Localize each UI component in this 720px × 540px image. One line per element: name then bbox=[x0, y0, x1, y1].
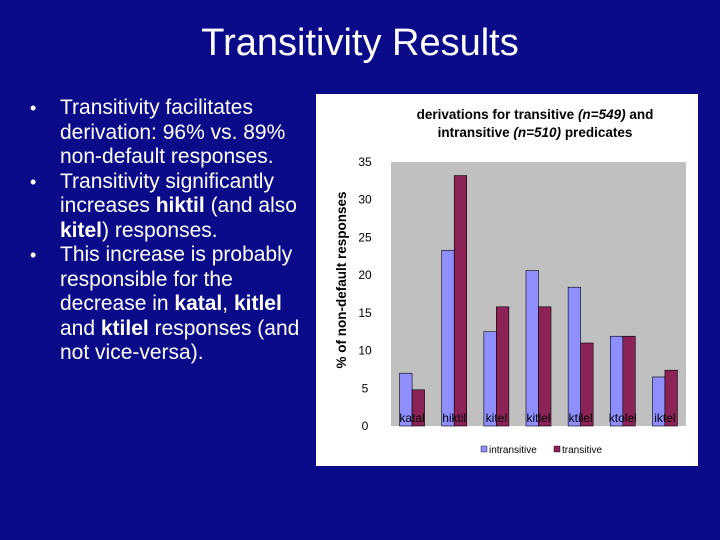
x-tick-label: ktilel bbox=[569, 411, 593, 425]
bullet-text: responses (and not vice-versa). bbox=[60, 316, 300, 365]
bullet-bold-term: katal bbox=[174, 292, 223, 315]
bar-transitive-ktolel bbox=[622, 335, 636, 427]
x-tick-label: katal bbox=[399, 411, 424, 425]
bar-intransitive-ktilel bbox=[567, 286, 581, 427]
y-tick-label: 10 bbox=[358, 344, 372, 358]
bullet-text: Transitivity facilitates derivation: 96%… bbox=[60, 96, 286, 168]
bar-transitive-kitlel bbox=[538, 306, 552, 427]
bullet-list: • Transitivity facilitates derivation: 96… bbox=[28, 96, 313, 366]
y-tick-label: 30 bbox=[358, 193, 372, 207]
legend-swatch-transitive bbox=[553, 445, 561, 453]
bar-intransitive-kitlel bbox=[525, 270, 539, 427]
x-tick-label: ktolel bbox=[609, 411, 637, 425]
y-tick-label: 15 bbox=[358, 306, 372, 320]
bullet-dot-icon: • bbox=[30, 171, 37, 192]
bullet-bold-term: kitel bbox=[60, 218, 103, 242]
bar-intransitive-hiktil bbox=[441, 249, 455, 427]
chart-panel: derivations for transitive (n=549) and i… bbox=[316, 94, 698, 466]
bullet-bold-term: kitlel bbox=[233, 292, 282, 315]
legend-label-transitive: transitive bbox=[562, 445, 602, 456]
bullet-text: Transitivity significantly increases bbox=[60, 169, 274, 218]
chart-title-part: (n=510) bbox=[513, 125, 562, 140]
bullet-bold-term: ktilel bbox=[100, 316, 149, 340]
chart-title-part: predicates bbox=[561, 125, 633, 140]
bar-transitive-iktel bbox=[664, 369, 678, 427]
chart-title-part: derivations for transitive bbox=[416, 107, 578, 122]
y-tick-label: 25 bbox=[358, 230, 372, 244]
y-tick-label: 0 bbox=[362, 419, 369, 433]
bullet-text: (and also bbox=[204, 194, 297, 217]
bar-transitive-hiktil bbox=[453, 175, 468, 427]
y-tick-label: 35 bbox=[358, 155, 372, 169]
bullet-bold-term: hiktil bbox=[155, 194, 205, 217]
bullet-text: and bbox=[60, 316, 101, 340]
bar-transitive-ktilel bbox=[580, 342, 594, 427]
bullet-text: This increase is probably responsible fo… bbox=[60, 243, 293, 315]
bullet-item: • Transitivity significantly increases hi… bbox=[28, 170, 313, 244]
slide-title: Transitivity Results bbox=[201, 22, 519, 64]
bar-chart: 0 5 10 15 20 25 30 35 katal hiktil kitel kitlel ktil… bbox=[334, 155, 686, 456]
bullet-text: ) responses. bbox=[102, 218, 218, 242]
legend-label-intransitive: intransitive bbox=[489, 445, 537, 456]
bullet-dot-icon: • bbox=[30, 245, 37, 265]
bullet-text: , bbox=[222, 292, 234, 315]
y-axis-label: % of non-default responses bbox=[334, 191, 349, 368]
bullet-item: • This increase is probably responsible f… bbox=[28, 243, 313, 366]
bar-transitive-kitel bbox=[496, 306, 510, 427]
chart-title-part: intransitive bbox=[437, 125, 514, 140]
chart-title: derivations for transitive (n=549) and i… bbox=[376, 106, 694, 142]
y-tick-label: 5 bbox=[362, 381, 369, 395]
x-tick-label: kitlel bbox=[526, 411, 550, 425]
bullet-item: • Transitivity facilitates derivation: 96… bbox=[28, 96, 313, 170]
x-tick-label: hiktil bbox=[442, 411, 466, 425]
x-tick-label: kitel bbox=[486, 411, 507, 425]
chart-title-part: and bbox=[625, 107, 654, 122]
legend-swatch-intransitive bbox=[480, 445, 488, 453]
bar-transitive-katal bbox=[411, 389, 425, 427]
chart-title-part: (n=549) bbox=[577, 107, 626, 122]
y-tick-label: 20 bbox=[358, 268, 372, 282]
x-tick-label: iktel bbox=[654, 411, 675, 425]
bullet-dot-icon: • bbox=[30, 98, 37, 118]
